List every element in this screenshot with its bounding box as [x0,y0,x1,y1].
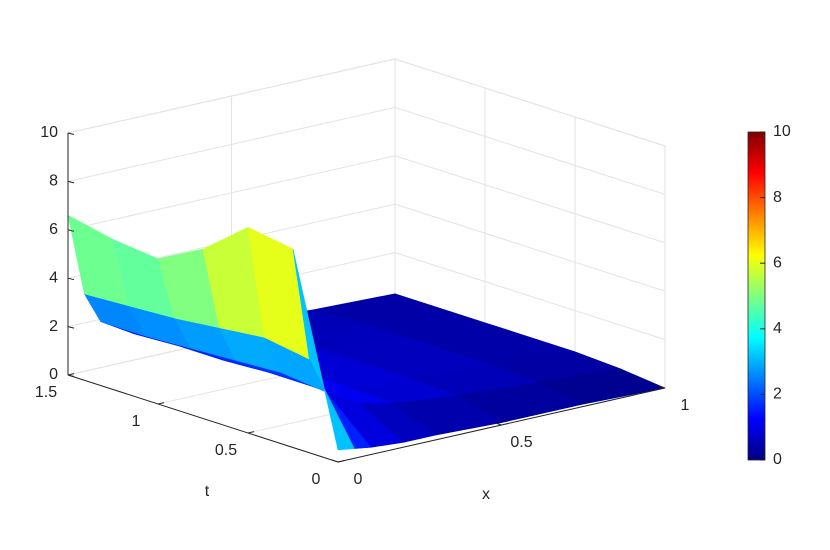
x-tick-label: 0 [354,471,363,488]
z-tick-label: 10 [40,124,58,141]
x-tick [658,385,666,389]
y-tick-label: 1.5 [35,384,57,401]
colorbar-tick-label: 2 [773,386,782,403]
x-tick [331,459,339,463]
z-tick [67,180,75,184]
z-tick-label: 2 [49,318,58,335]
colorbar-tick-label: 6 [773,254,782,271]
y-axis-label: t [205,483,210,500]
y-tick [67,373,75,376]
colorbar-tick-label: 4 [773,320,782,337]
y-tick [337,460,345,463]
y-axis [67,374,339,463]
x-axis-label: x [482,486,490,503]
colorbar-tick-label: 8 [773,189,782,206]
y-tick [157,402,165,405]
x-tick-label: 1 [681,397,690,414]
z-tick-label: 6 [49,221,58,238]
y-tick-label: 0.5 [215,442,237,459]
colorbar [747,131,766,461]
z-tick [67,229,75,232]
y-tick-label: 0 [312,471,321,488]
z-tick [67,326,75,329]
surface-patch [292,248,355,451]
colorbar-tick-label: 0 [773,451,782,468]
z-tick [67,277,75,281]
colorbar-ticks: 0 2 4 6 8 10 [760,123,791,468]
y-tick-label: 1 [132,413,141,430]
x-tick-label: 0.5 [510,434,532,451]
surface [67,214,666,451]
z-tick-label: 8 [49,173,58,190]
z-tick-label: 0 [49,366,58,383]
z-tick [67,132,75,135]
z-tick-label: 4 [49,269,58,286]
x-tick [495,422,502,426]
colorbar-tick-label: 10 [773,123,791,140]
y-tick [247,431,255,434]
